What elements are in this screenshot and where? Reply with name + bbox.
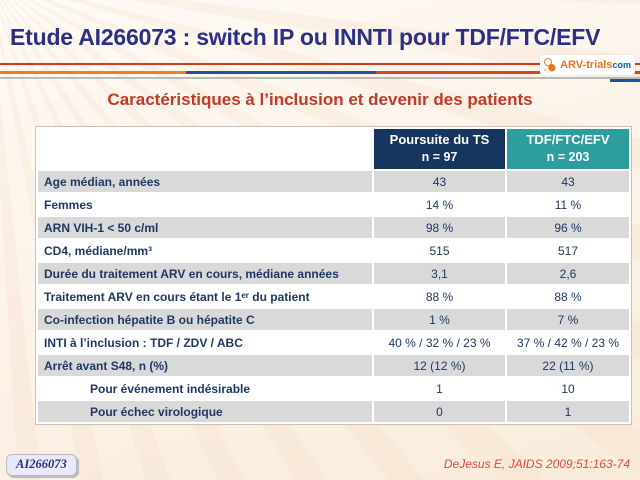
header-poursuite-label: Poursuite du TS: [389, 132, 490, 148]
divider-main: [0, 71, 640, 74]
row-value: 37 % / 42 % / 23 %: [507, 332, 629, 353]
row-label: Pour échec virologique: [38, 401, 372, 422]
logo-text-main: ARV-trials: [560, 59, 613, 71]
divider-segment-navy: [186, 71, 376, 74]
citation: DeJesus E, JAIDS 2009;51:163-74: [443, 457, 630, 471]
row-value: 12 (12 %): [374, 355, 505, 376]
header-blank: [38, 129, 372, 169]
divider-segment-orange: [0, 71, 186, 74]
row-label: Durée du traitement ARV en cours, médian…: [38, 263, 372, 284]
row-value: 22 (11 %): [507, 355, 629, 376]
slide-subtitle: Caractéristiques à l’inclusion et deveni…: [107, 90, 533, 109]
header-poursuite: Poursuite du TS n = 97: [374, 129, 505, 169]
row-label: Femmes: [38, 194, 372, 215]
row-value: 11 %: [507, 194, 629, 215]
row-label: Co-infection hépatite B ou hépatite C: [38, 309, 372, 330]
table-row: Arrêt avant S48, n (%) 12 (12 %) 22 (11 …: [38, 355, 629, 376]
logo-text-suffix: com: [612, 60, 631, 70]
header-tdf-label: TDF/FTC/EFV: [526, 132, 610, 148]
header-tdf: TDF/FTC/EFV n = 203: [507, 129, 629, 169]
row-value: 43: [507, 171, 629, 192]
row-label: CD4, médiane/mm³: [38, 240, 372, 261]
divider-navy-tab: [610, 79, 640, 82]
logo-text: ARV-trialscom: [560, 59, 631, 71]
row-value: 1 %: [374, 309, 505, 330]
divider-red-thin: [0, 63, 640, 65]
row-value: 1: [374, 378, 505, 399]
row-value: 98 %: [374, 217, 505, 238]
table-row: Co-infection hépatite B ou hépatite C 1 …: [38, 309, 629, 330]
row-label: Pour événement indésirable: [38, 378, 372, 399]
row-value: 0: [374, 401, 505, 422]
divider-gray-thin: [0, 77, 640, 79]
header-tdf-n: n = 203: [546, 150, 590, 165]
row-value: 2,6: [507, 263, 629, 284]
row-value: 517: [507, 240, 629, 261]
row-label: Age médian, années: [38, 171, 372, 192]
row-value: 88 %: [374, 286, 505, 307]
row-value: 43: [374, 171, 505, 192]
row-label: Arrêt avant S48, n (%): [38, 355, 372, 376]
row-value: 96 %: [507, 217, 629, 238]
header-poursuite-n: n = 97: [421, 150, 458, 165]
divider-segment-red: [376, 71, 640, 74]
row-value: 88 %: [507, 286, 629, 307]
table-row: INTI à l’inclusion : TDF / ZDV / ABC 40 …: [38, 332, 629, 353]
row-label: ARN VIH-1 < 50 c/ml: [38, 217, 372, 238]
row-value: 14 %: [374, 194, 505, 215]
row-value: 1: [507, 401, 629, 422]
row-value: 3,1: [374, 263, 505, 284]
characteristics-table: Poursuite du TS n = 97 TDF/FTC/EFV n = 2…: [35, 126, 632, 425]
table-row: CD4, médiane/mm³ 515 517: [38, 240, 629, 261]
table-row: Pour échec virologique 0 1: [38, 401, 629, 422]
row-label: Traitement ARV en cours étant le 1ᵉʳ du …: [38, 286, 372, 307]
table-row: Traitement ARV en cours étant le 1ᵉʳ du …: [38, 286, 629, 307]
slide-title: Etude AI266073 : switch IP ou INNTI pour…: [10, 24, 601, 50]
table-row: Age médian, années 43 43: [38, 171, 629, 192]
row-value: 7 %: [507, 309, 629, 330]
arv-trials-logo: ARV-trialscom: [540, 55, 635, 75]
table-row: Pour événement indésirable 1 10: [38, 378, 629, 399]
table-header-row: Poursuite du TS n = 97 TDF/FTC/EFV n = 2…: [38, 129, 629, 169]
row-value: 40 % / 32 % / 23 %: [374, 332, 505, 353]
table-row: Femmes 14 % 11 %: [38, 194, 629, 215]
row-value: 515: [374, 240, 505, 261]
table-row: ARN VIH-1 < 50 c/ml 98 % 96 %: [38, 217, 629, 238]
study-id-badge: AI266073: [6, 454, 77, 476]
pill-icon: [544, 58, 556, 73]
row-label: INTI à l’inclusion : TDF / ZDV / ABC: [38, 332, 372, 353]
row-value: 10: [507, 378, 629, 399]
table-row: Durée du traitement ARV en cours, médian…: [38, 263, 629, 284]
